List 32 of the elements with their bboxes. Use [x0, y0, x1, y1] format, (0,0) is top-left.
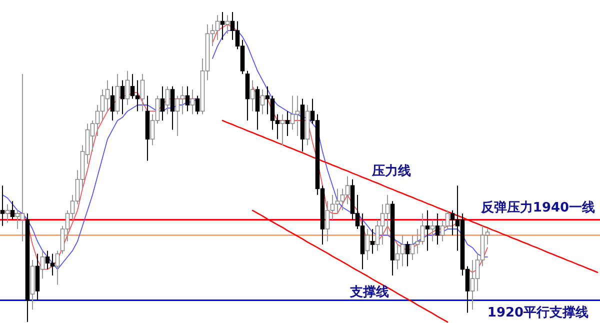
candlestick — [170, 86, 175, 130]
candlestick — [55, 250, 60, 286]
candlestick — [370, 228, 375, 254]
candlestick — [405, 240, 410, 267]
candlestick — [5, 204, 10, 224]
candlestick — [365, 228, 370, 260]
ref-line-label: 反弹压力1940一线 — [480, 200, 596, 216]
candlestick — [120, 80, 125, 115]
series-label: 支撑线 — [348, 285, 389, 300]
candlestick — [280, 114, 285, 146]
candlestick — [220, 12, 225, 40]
candlestick — [250, 80, 255, 112]
candlestick — [435, 213, 440, 245]
candlestick — [40, 250, 45, 280]
candlestick — [10, 200, 15, 220]
candlestick — [165, 86, 170, 115]
candlestick — [195, 95, 200, 115]
candlestick — [430, 219, 435, 242]
candlestick — [185, 86, 190, 112]
candlestick — [425, 210, 430, 252]
candlestick — [125, 70, 130, 106]
candlestick — [260, 89, 265, 115]
candlestick — [160, 86, 165, 121]
candlestick — [225, 14, 230, 34]
ref-line-label: 1920平行支撑线 — [487, 305, 589, 320]
candlestick — [140, 74, 145, 112]
candlestick — [285, 110, 290, 136]
candlestick — [190, 89, 195, 115]
candlestick — [255, 86, 260, 130]
candlestick — [0, 185, 5, 226]
series-label: 压力线 — [370, 164, 411, 179]
candlestick — [110, 86, 115, 121]
